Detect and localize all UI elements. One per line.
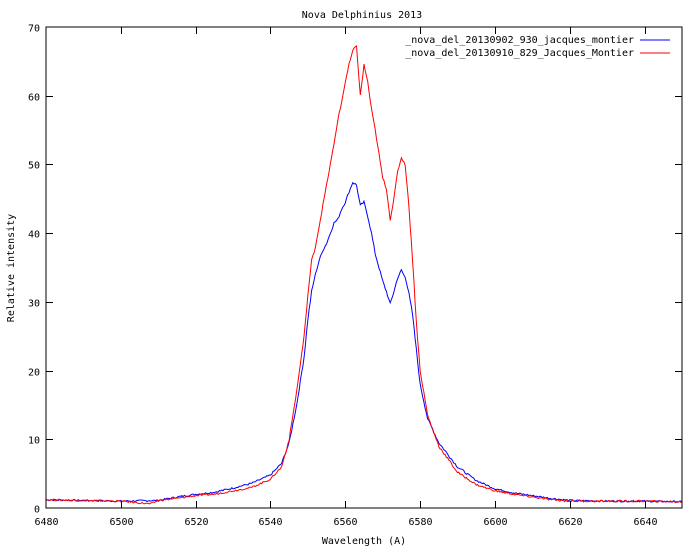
y-tick-label: 0 (34, 505, 40, 516)
x-axis-ticks: 6480 6500 6520 6540 6560 6580 6600 6620 6640 (34, 27, 658, 528)
y-axis-ticks: 0 10 20 30 40 50 60 70 (28, 24, 682, 516)
x-tick-label: 6600 (483, 517, 507, 528)
y-tick-label: 70 (28, 24, 40, 35)
x-tick-label: 6500 (109, 517, 133, 528)
x-tick-label: 6620 (558, 517, 582, 528)
y-tick-label: 40 (28, 230, 40, 241)
y-tick-label: 20 (28, 368, 40, 379)
y-axis-label: Relative intensity (6, 214, 17, 322)
legend: _nova_del_20130902_930_jacques_montier _n… (405, 35, 670, 59)
plot-area (45, 26, 683, 509)
x-tick-label: 6480 (34, 517, 58, 528)
series-line-1 (45, 181, 683, 504)
series-lines (45, 45, 683, 505)
legend-label-1: _nova_del_20130902_930_jacques_montier (405, 35, 634, 46)
x-tick-label: 6540 (258, 517, 282, 528)
x-tick-label: 6580 (408, 517, 432, 528)
x-tick-label: 6560 (333, 517, 357, 528)
plot-frame (45, 26, 683, 509)
y-tick-label: 10 (28, 436, 40, 447)
x-tick-label: 6640 (633, 517, 657, 528)
series-line-2 (45, 45, 683, 505)
x-tick-label: 6520 (184, 517, 208, 528)
chart-title: Nova Delphinius 2013 (302, 10, 422, 21)
x-axis-label: Wavelength (A) (322, 536, 406, 547)
y-tick-label: 50 (28, 161, 40, 172)
legend-label-2: _nova_del_20130910_829_Jacques_Montier (405, 48, 634, 59)
y-tick-label: 60 (28, 93, 40, 104)
y-tick-label: 30 (28, 299, 40, 310)
